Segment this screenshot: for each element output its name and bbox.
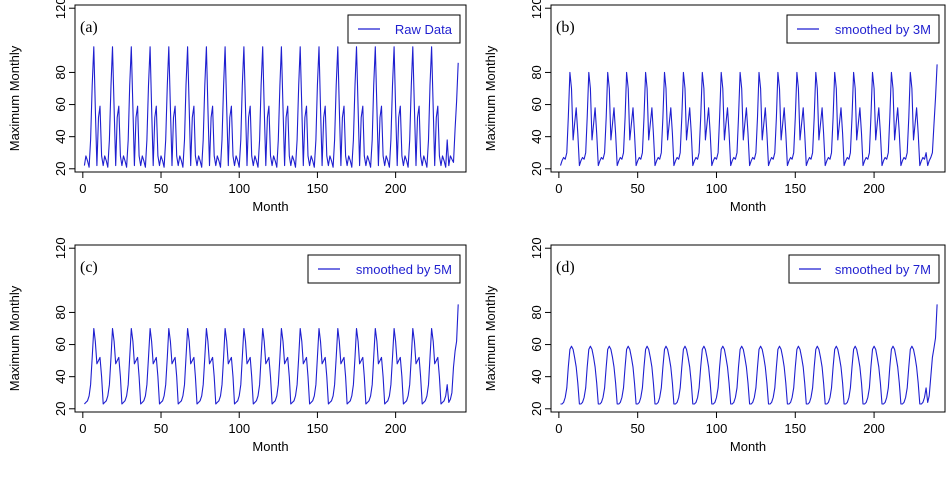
y-tick-label: 80 [529,65,544,79]
x-tick-label: 150 [784,181,806,196]
y-tick-label: 60 [529,97,544,111]
x-tick-label: 150 [784,421,806,436]
chart-panel: 0 50 100 150 200 20 40 60 80 120 Month Maximum Mont… [483,237,946,454]
series-line [83,46,459,168]
x-tick-label: 0 [79,421,86,436]
y-tick-label: 60 [53,97,68,111]
panel-tag: (d) [556,259,575,276]
chart-panel: 0 50 100 150 200 20 40 60 80 120 Month Maximum Mont… [7,237,467,454]
y-tick-label: 120 [529,0,544,19]
y-tick-label: 20 [529,162,544,176]
y-axis-label: Maximum Monthly [483,45,498,151]
x-tick-label: 50 [154,181,168,196]
chart-panel: 0 50 100 150 200 20 40 60 80 120 Month Maximum Mont… [483,0,946,214]
y-tick-label: 60 [53,337,68,351]
x-tick-label: 200 [863,181,885,196]
y-tick-label: 120 [53,0,68,19]
y-tick-label: 80 [53,305,68,319]
series-line [559,64,938,167]
panel-tag: (c) [80,259,98,276]
y-tick-label: 80 [529,305,544,319]
x-tick-label: 100 [228,421,250,436]
x-tick-label: 0 [555,421,562,436]
x-tick-label: 50 [154,421,168,436]
legend-entry: Raw Data [395,22,453,37]
y-axis-label: Maximum Monthly [483,285,498,391]
plot-frame [74,244,467,413]
legend: smoothed by 7M [788,254,940,284]
x-tick-label: 100 [706,421,728,436]
series-line [560,304,938,405]
legend-entry: smoothed by 7M [835,262,931,277]
y-tick-label: 20 [529,402,544,416]
y-tick-label: 120 [53,237,68,259]
y-tick-label: 60 [529,337,544,351]
panel-tag: (b) [556,19,575,36]
legend: smoothed by 3M [786,14,940,44]
x-tick-label: 150 [307,421,329,436]
y-axis-label: Maximum Monthly [7,45,22,151]
x-axis-label: Month [730,199,766,214]
legend: Raw Data [347,14,461,44]
panel-tag: (a) [80,19,98,36]
x-tick-label: 200 [385,181,407,196]
x-tick-label: 50 [630,421,644,436]
y-axis-label: Maximum Monthly [7,285,22,391]
y-tick-label: 40 [53,129,68,143]
legend-entry: smoothed by 5M [356,262,452,277]
y-tick-label: 40 [53,369,68,383]
y-tick-label: 80 [53,65,68,79]
x-tick-label: 0 [555,181,562,196]
chart-panel: 0 50 100 150 200 20 40 60 80 120 Month Maximum Mont… [7,0,467,214]
y-tick-label: 20 [53,162,68,176]
y-tick-label: 20 [53,402,68,416]
legend-entry: smoothed by 3M [835,22,931,37]
x-tick-label: 150 [307,181,329,196]
x-axis-label: Month [730,439,766,454]
x-tick-label: 50 [630,181,644,196]
x-tick-label: 100 [228,181,250,196]
plot-frame [550,4,946,173]
y-tick-label: 120 [529,237,544,259]
x-tick-label: 0 [79,181,86,196]
y-tick-label: 40 [529,369,544,383]
legend: smoothed by 5M [307,254,461,284]
y-tick-label: 40 [529,129,544,143]
plot-frame [550,244,946,413]
series-line [83,304,459,405]
x-axis-label: Month [252,439,288,454]
x-tick-label: 100 [706,181,728,196]
plot-frame [74,4,467,173]
x-axis-label: Month [252,199,288,214]
x-tick-label: 200 [385,421,407,436]
x-tick-label: 200 [863,421,885,436]
